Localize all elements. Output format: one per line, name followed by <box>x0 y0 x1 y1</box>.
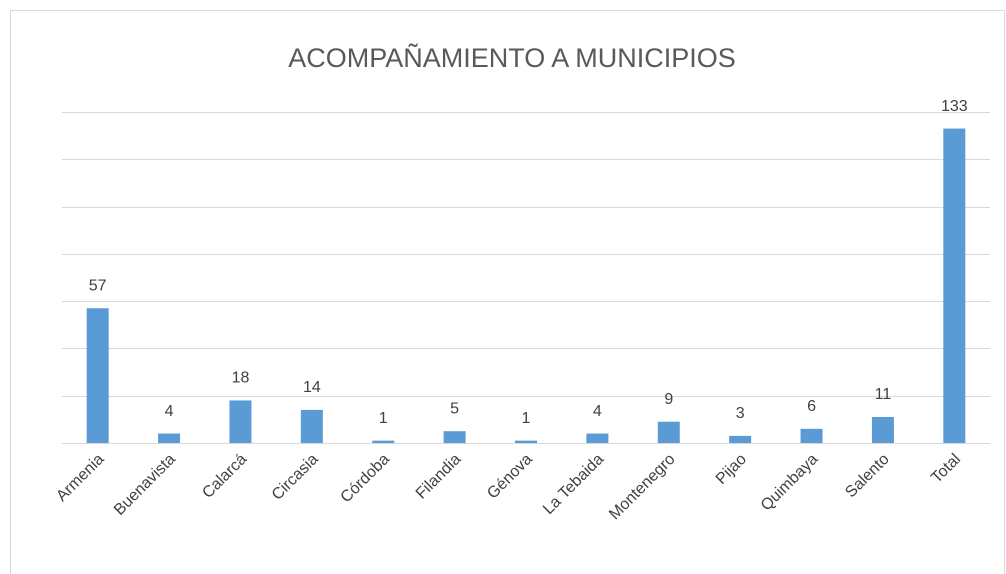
bar <box>515 440 537 443</box>
chart-border <box>10 10 1005 574</box>
data-label: 57 <box>89 277 107 294</box>
data-label: 3 <box>736 405 745 422</box>
data-label: 4 <box>165 403 174 420</box>
data-label: 6 <box>807 398 816 415</box>
bar <box>229 400 252 443</box>
bar <box>586 433 609 443</box>
bar <box>943 128 966 444</box>
data-label: 5 <box>450 400 459 417</box>
bar <box>871 416 894 443</box>
bar <box>800 428 823 443</box>
bar <box>372 440 395 443</box>
data-label: 18 <box>232 370 250 387</box>
data-label: 1 <box>522 410 531 427</box>
bar <box>443 431 466 443</box>
data-label: 133 <box>941 98 968 115</box>
chart-title: ACOMPAÑAMIENTO A MUNICIPIOS <box>288 42 736 73</box>
data-label: 1 <box>379 410 388 427</box>
data-label: 14 <box>303 379 321 396</box>
bar <box>657 421 680 443</box>
bar <box>300 409 323 443</box>
bar <box>729 435 752 443</box>
data-label: 9 <box>664 391 673 408</box>
bar <box>158 433 181 443</box>
data-label: 11 <box>875 386 892 403</box>
data-label: 4 <box>593 403 602 420</box>
bar <box>86 308 109 443</box>
